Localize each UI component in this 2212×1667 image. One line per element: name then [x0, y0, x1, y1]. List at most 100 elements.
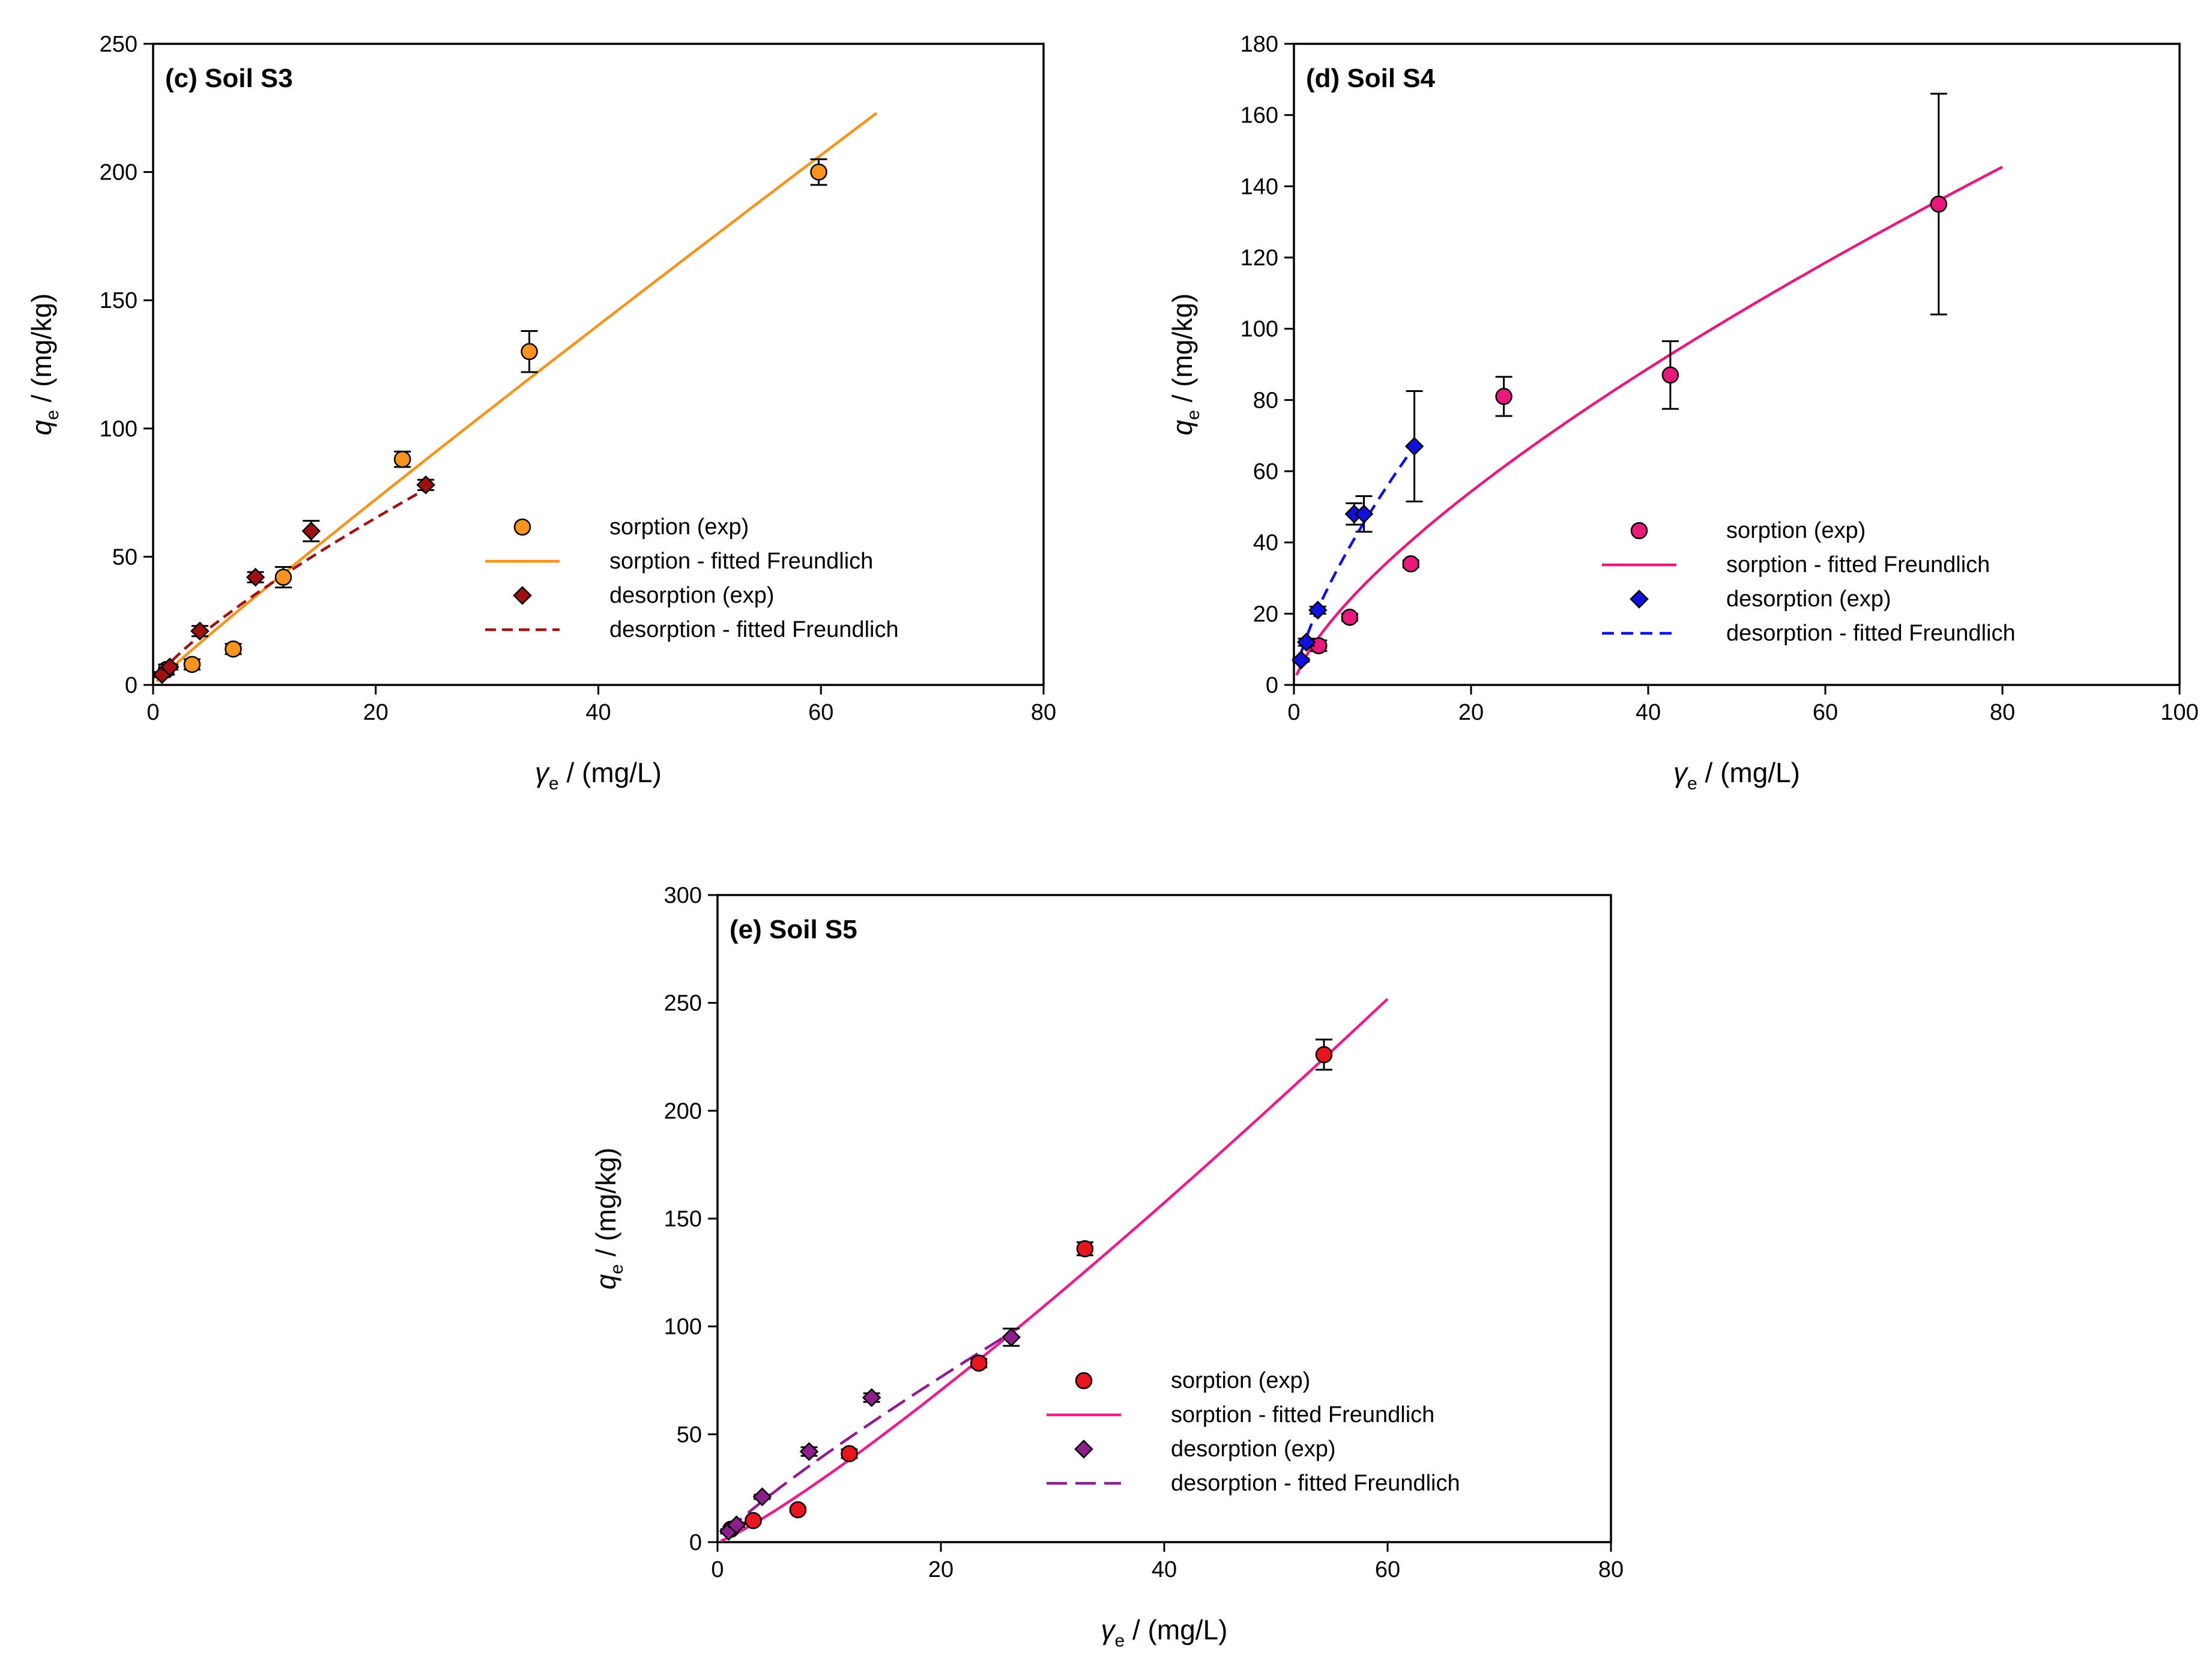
y-tick-label: 0: [689, 1530, 702, 1555]
legend-label: sorption (exp): [1171, 1368, 1310, 1393]
y-tick-label: 40: [1253, 531, 1278, 556]
x-tick-label: 40: [1152, 1557, 1177, 1582]
panel-title: (e) Soil S5: [730, 915, 857, 944]
y-tick-label: 200: [100, 160, 137, 185]
y-tick-label: 140: [1240, 174, 1278, 199]
data-point-sorption: [789, 1501, 807, 1519]
x-tick-label: 20: [928, 1557, 953, 1582]
legend-marker: [1075, 1372, 1093, 1390]
y-tick-label: 0: [125, 673, 137, 698]
y-tick-label: 150: [664, 1207, 702, 1232]
data-point-desorption: [301, 521, 321, 541]
legend-label: sorption - fitted Freundlich: [609, 549, 873, 574]
legend: sorption (exp) sorption - fitted Freundli…: [1047, 1368, 1460, 1496]
y-tick-label: 120: [1240, 246, 1278, 271]
legend-label: desorption (exp): [609, 583, 775, 608]
legend-marker: [513, 518, 531, 536]
data-point-sorption: [1402, 555, 1419, 573]
legend-marker: [1630, 522, 1648, 540]
data-point-sorption: [1341, 609, 1359, 626]
x-tick-label: 0: [1287, 700, 1300, 725]
fit-line-1: [1295, 166, 2004, 676]
plot-frame: [1293, 43, 2181, 686]
y-tick-label: 60: [1253, 459, 1278, 484]
legend: sorption (exp) sorption - fitted Freundli…: [1602, 518, 2016, 646]
data-point-sorption: [841, 1445, 858, 1462]
data-point-sorption: [810, 163, 827, 181]
x-tick-label: 60: [1375, 1557, 1400, 1582]
panel-title: (c) Soil S3: [165, 64, 293, 93]
legend-label: sorption - fitted Freundlich: [1726, 552, 1990, 577]
data-point-sorption: [1076, 1240, 1094, 1258]
y-tick-label: 20: [1253, 601, 1278, 627]
y-tick-label: 100: [1240, 317, 1278, 342]
y-tick-label: 0: [1266, 673, 1278, 698]
data-point-desorption: [1292, 650, 1311, 670]
y-axis-title-group: qe / (mg/kg): [26, 294, 62, 436]
y-tick-label: 50: [677, 1422, 702, 1447]
panel-soil-s3: 0 20 40 60 80 0 50 100 150 200 250 (c) Soil S3 γe / …: [26, 32, 1056, 794]
x-tick-label: 40: [1636, 700, 1661, 725]
y-tick-label: 250: [100, 32, 137, 57]
data-point-desorption: [727, 1515, 746, 1535]
legend-label: desorption - fitted Freundlich: [609, 617, 899, 642]
data-point-sorption: [970, 1354, 988, 1372]
fit-line-3: [725, 1337, 1003, 1533]
data-point-desorption: [862, 1388, 881, 1408]
data-point-desorption: [752, 1487, 772, 1507]
legend: sorption (exp) sorption - fitted Freundli…: [485, 514, 899, 642]
x-tick-label: 20: [363, 700, 388, 725]
data-point-sorption: [521, 343, 538, 360]
fit-line-3: [1299, 445, 1416, 654]
data-point-desorption: [1002, 1327, 1021, 1347]
legend-label: desorption (exp): [1171, 1436, 1336, 1462]
data-point-desorption: [1404, 436, 1424, 456]
data-point-sorption: [274, 568, 292, 586]
data-point-sorption: [1661, 366, 1679, 384]
data-point-sorption: [745, 1512, 762, 1530]
x-tick-label: 100: [2160, 700, 2198, 725]
data-point-sorption: [225, 640, 242, 658]
y-tick-label: 150: [100, 288, 137, 313]
legend-marker: [513, 586, 532, 605]
legend-label: sorption - fitted Freundlich: [1171, 1402, 1434, 1427]
fit-line-3: [160, 487, 427, 674]
y-tick-label: 250: [664, 991, 702, 1016]
y-tick-label: 300: [664, 883, 702, 908]
legend-label: desorption (exp): [1726, 586, 1891, 612]
x-tick-label: 0: [711, 1557, 724, 1582]
fit-line-1: [720, 998, 1389, 1543]
x-axis-title: γe / (mg/L): [535, 757, 662, 794]
y-tick-label: 80: [1253, 388, 1278, 413]
data-point-sorption: [1930, 195, 1948, 213]
data-point-sorption: [1495, 388, 1512, 405]
data-point-desorption: [190, 621, 210, 641]
plot-frame: [152, 43, 1045, 686]
y-tick-label: 50: [112, 544, 137, 570]
data-point-desorption: [1296, 633, 1316, 652]
panel-title: (d) Soil S4: [1306, 64, 1436, 93]
x-axis-title: γe / (mg/L): [1101, 1614, 1228, 1651]
legend-label: desorption - fitted Freundlich: [1171, 1471, 1460, 1496]
y-tick-label: 200: [664, 1099, 702, 1124]
data-point-sorption: [183, 656, 201, 674]
data-point-desorption: [799, 1442, 819, 1461]
data-point-desorption: [246, 567, 265, 587]
y-tick-label: 180: [1240, 32, 1278, 57]
y-axis-title-group: qe / (mg/kg): [1167, 294, 1203, 436]
x-axis-title: γe / (mg/L): [1673, 757, 1800, 794]
x-tick-label: 60: [1813, 700, 1838, 725]
y-tick-label: 100: [100, 417, 137, 442]
x-tick-label: 40: [585, 700, 611, 725]
legend-label: sorption (exp): [1726, 518, 1866, 543]
y-axis-title-group: qe / (mg/kg): [590, 1148, 627, 1290]
y-axis-title: qe / (mg/kg): [1167, 294, 1203, 436]
x-tick-label: 20: [1458, 700, 1484, 725]
data-point-sorption: [1315, 1046, 1333, 1064]
y-axis-title: qe / (mg/kg): [590, 1148, 627, 1290]
legend-marker: [1074, 1439, 1093, 1459]
x-tick-label: 80: [1990, 700, 2015, 725]
legend-label: desorption - fitted Freundlich: [1726, 621, 2016, 646]
data-point-desorption: [1354, 504, 1374, 523]
